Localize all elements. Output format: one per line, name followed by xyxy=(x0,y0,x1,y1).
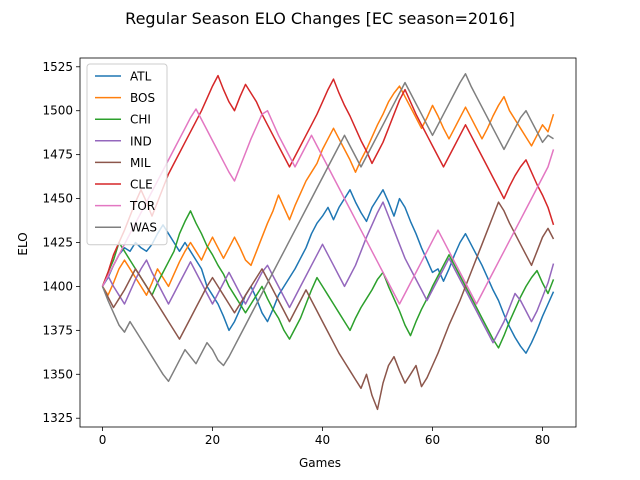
x-tick-label: 0 xyxy=(99,433,107,447)
legend: ATL BOS CHI IND MIL CLE TOR WAS xyxy=(86,63,168,246)
y-tick-label: 1500 xyxy=(42,104,73,118)
y-tick-label: 1400 xyxy=(42,279,73,293)
x-tick-label: 40 xyxy=(315,433,330,447)
legend-label-cle: CLE xyxy=(130,178,153,192)
series-line-ind xyxy=(101,201,555,344)
y-tick-label: 1525 xyxy=(42,60,73,74)
series-line-bos xyxy=(101,85,555,296)
series-line-cle xyxy=(101,74,555,287)
legend-label-atl: ATL xyxy=(130,70,152,84)
y-tick-label: 1350 xyxy=(42,367,73,381)
legend-label-tor: TOR xyxy=(129,199,155,213)
series-line-was xyxy=(101,73,554,383)
legend-label-bos: BOS xyxy=(130,91,155,105)
chart-title: Regular Season ELO Changes [EC season=20… xyxy=(125,9,515,28)
legend-box xyxy=(86,63,168,246)
legend-label-chi: CHI xyxy=(130,113,151,127)
series-line-mil xyxy=(101,201,555,411)
x-tick-label: 20 xyxy=(205,433,220,447)
legend-label-mil: MIL xyxy=(130,156,151,170)
y-tick-label: 1375 xyxy=(42,323,73,337)
series-line-chi xyxy=(101,210,555,349)
legend-label-ind: IND xyxy=(130,134,152,148)
series-line-atl xyxy=(101,189,555,354)
y-tick-label: 1325 xyxy=(42,411,73,425)
y-tick-label: 1450 xyxy=(42,192,73,206)
y-tick-label: 1475 xyxy=(42,148,73,162)
x-tick-label: 60 xyxy=(425,433,440,447)
legend-label-was: WAS xyxy=(130,221,157,235)
y-axis-label: ELO xyxy=(16,232,30,255)
x-axis-label: Games xyxy=(299,456,341,470)
plot-area: 0 20 40 60 80 1325 1350 1375 1400 1425 1450 1475 150… xyxy=(42,57,577,447)
y-tick-label: 1425 xyxy=(42,236,73,250)
x-tick-label: 80 xyxy=(535,433,550,447)
